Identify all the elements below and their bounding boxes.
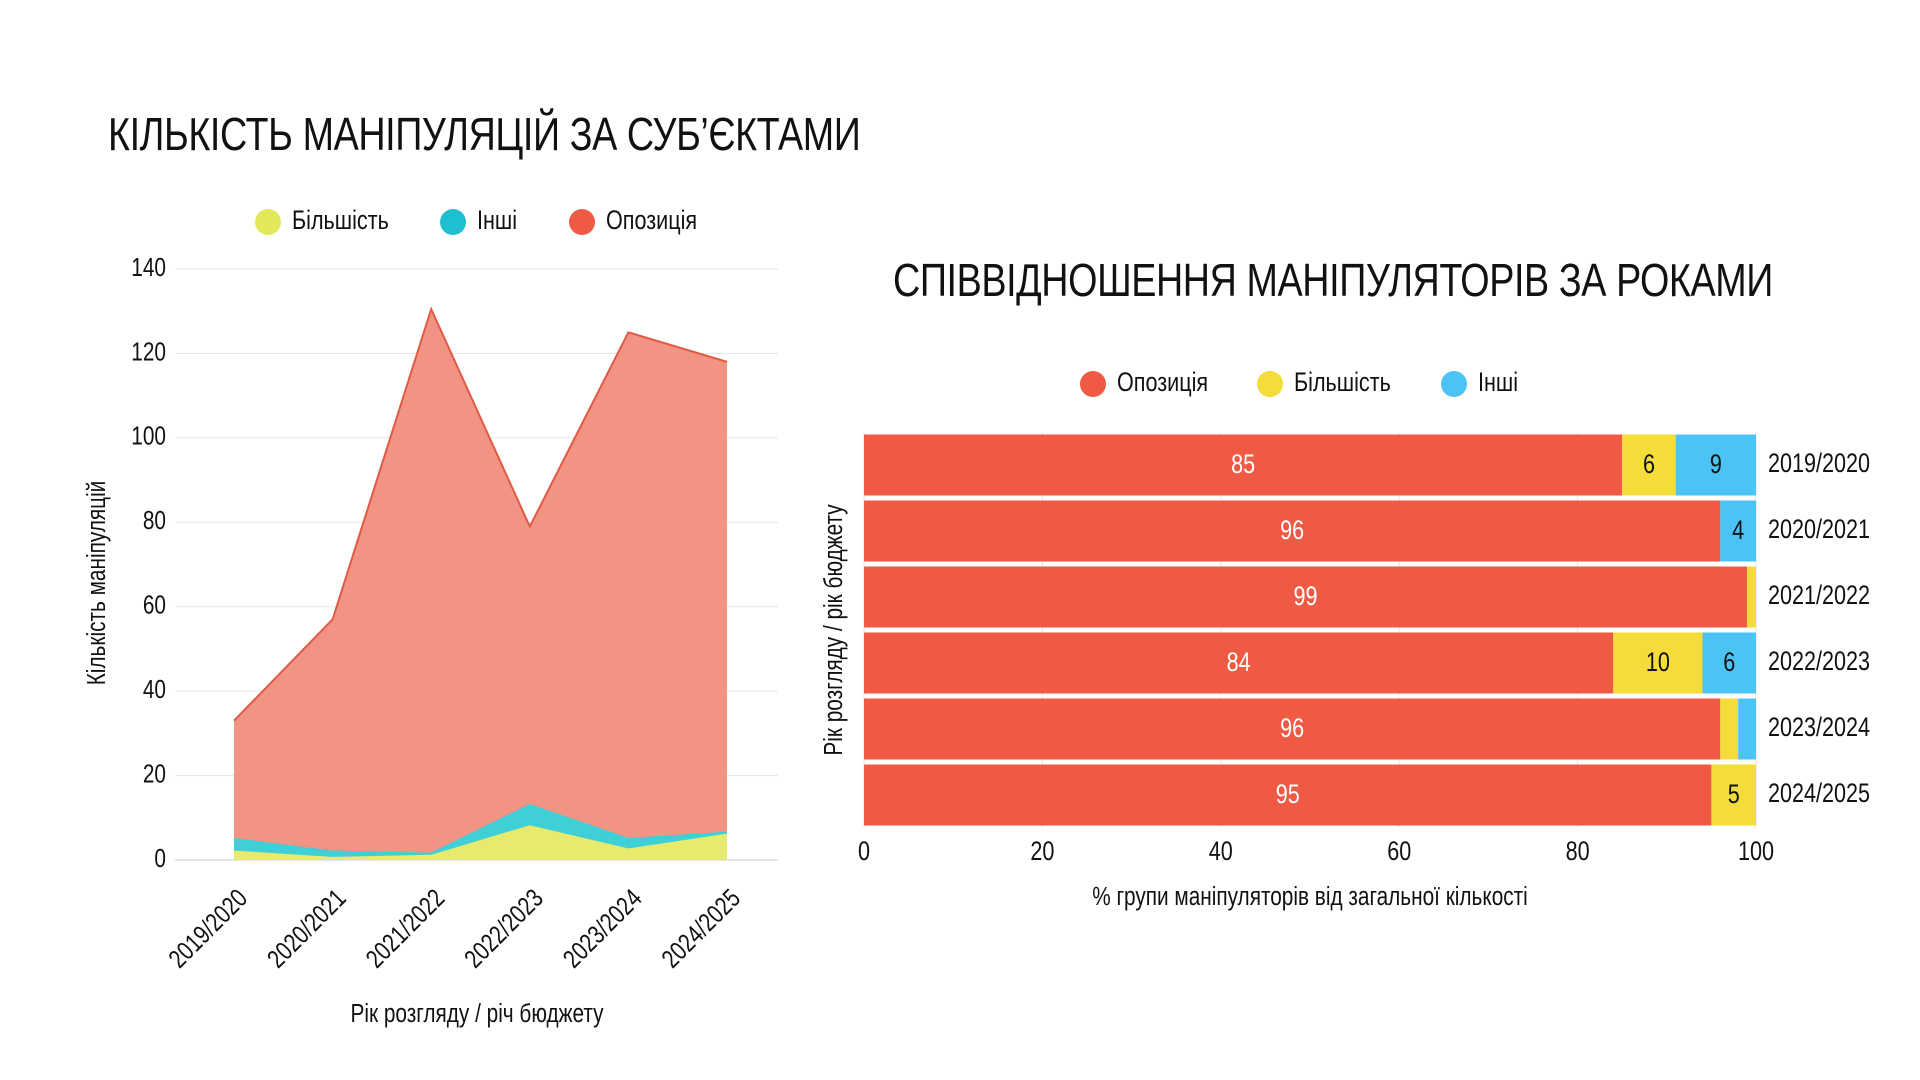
bar-label---0: 9 xyxy=(1710,450,1722,480)
legend-marker-- xyxy=(1080,371,1106,397)
y-axis-label: Кількість маніпуляцій xyxy=(82,481,111,686)
bar---1 xyxy=(864,500,1721,562)
y-tick-label-120: 120 xyxy=(131,337,166,366)
area-- xyxy=(234,826,727,860)
bar---4 xyxy=(1720,698,1739,760)
bar---5 xyxy=(864,764,1712,826)
y-tick-label-40: 40 xyxy=(143,675,166,704)
legend-marker-- xyxy=(440,209,466,235)
bar-label---0: 6 xyxy=(1643,450,1655,480)
x-axis-label: % групи маніпуляторів від загальної кіль… xyxy=(1092,882,1528,911)
legend-marker-- xyxy=(255,209,281,235)
x-tick-label-80: 80 xyxy=(1566,837,1590,867)
bar-label---3: 84 xyxy=(1227,648,1251,678)
bar-label---3: 10 xyxy=(1646,648,1670,678)
bar---0 xyxy=(864,434,1623,496)
bar---5 xyxy=(1711,764,1756,826)
y-tick-label-100: 100 xyxy=(131,422,166,451)
legend-marker-- xyxy=(569,209,595,235)
bar-label---4: 96 xyxy=(1280,714,1304,744)
bar---4 xyxy=(864,698,1721,760)
y-tick-label-0: 0 xyxy=(154,844,166,873)
x-tick-label-0: 0 xyxy=(858,837,870,867)
bar---0 xyxy=(1675,434,1756,496)
y-tick-label-80: 80 xyxy=(143,506,166,535)
legend-marker-- xyxy=(1257,371,1283,397)
x-tick-label-100: 100 xyxy=(1738,837,1774,867)
bar---3 xyxy=(1702,632,1756,694)
legend-label--: Опозиція xyxy=(606,206,697,236)
category-label-0: 2019/2020 xyxy=(1768,449,1870,479)
bar---2 xyxy=(1747,566,1756,628)
legend-label--: Опозиція xyxy=(1117,368,1208,398)
y-tick-label-140: 140 xyxy=(131,253,166,282)
category-label-3: 2022/2023 xyxy=(1768,647,1870,677)
area-line-- xyxy=(233,825,728,859)
y-tick-label-20: 20 xyxy=(143,759,166,788)
category-label-1: 2020/2021 xyxy=(1768,515,1870,545)
legend-marker-- xyxy=(1441,371,1467,397)
bar-label---1: 4 xyxy=(1732,516,1744,546)
chart-title-manipulations-count: КІЛЬКІСТЬ МАНІПУЛЯЦІЙ ЗА СУБ’ЄКТАМИ xyxy=(108,108,861,160)
bar-label---2: 99 xyxy=(1294,582,1318,612)
legend-label--: Більшість xyxy=(1294,368,1391,398)
bar-label---3: 6 xyxy=(1723,648,1735,678)
y-axis-label: Рік розгляду / рік бюджету xyxy=(819,504,848,755)
bar---3 xyxy=(1613,632,1703,694)
area-- xyxy=(234,805,727,858)
bar-label---1: 96 xyxy=(1280,516,1304,546)
bar---0 xyxy=(1622,434,1676,496)
category-label-5: 2024/2025 xyxy=(1768,779,1870,809)
x-axis-label: Рік розгляду / річ бюджету xyxy=(350,999,603,1028)
bar---2 xyxy=(864,566,1748,628)
area-line-- xyxy=(233,306,728,722)
x-tick-label-20: 20 xyxy=(1030,837,1054,867)
bar---3 xyxy=(864,632,1614,694)
x-tick-label-60: 60 xyxy=(1387,837,1411,867)
legend-label--: Інші xyxy=(477,206,517,236)
y-tick-label-60: 60 xyxy=(143,590,166,619)
bar---1 xyxy=(1720,500,1756,562)
category-label-2: 2021/2022 xyxy=(1768,581,1870,611)
bar-label---0: 85 xyxy=(1231,450,1255,480)
legend-label--: Більшість xyxy=(292,206,389,236)
x-tick-label-40: 40 xyxy=(1209,837,1233,867)
bar---4 xyxy=(1738,698,1756,760)
area-line-- xyxy=(233,804,728,855)
legend-label--: Інші xyxy=(1478,368,1518,398)
area-- xyxy=(234,309,727,854)
bar-label---5: 95 xyxy=(1276,780,1300,810)
chart-title-manipulators-ratio: СПІВВІДНОШЕННЯ МАНІПУЛЯТОРІВ ЗА РОКАМИ xyxy=(893,254,1773,306)
category-label-4: 2023/2024 xyxy=(1768,713,1870,743)
bar-label---5: 5 xyxy=(1728,780,1740,810)
